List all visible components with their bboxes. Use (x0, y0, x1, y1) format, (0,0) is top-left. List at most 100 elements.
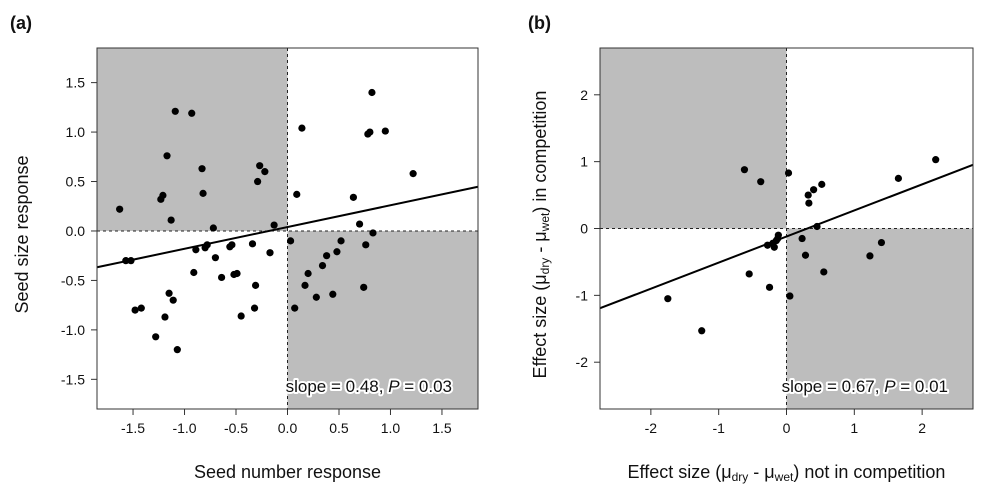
data-point (286, 237, 295, 245)
shaded-quadrant-bottom-right (287, 230, 478, 409)
data-point (409, 170, 417, 178)
data-point (381, 127, 389, 135)
panel-label: (a) (10, 13, 32, 33)
data-point (173, 346, 181, 354)
data-point (774, 231, 782, 239)
data-point (368, 88, 376, 97)
data-point (233, 269, 241, 278)
y-tick-label: 2 (580, 87, 588, 103)
data-point (820, 268, 828, 276)
x-tick-label: 1.5 (432, 420, 452, 436)
data-point (192, 246, 200, 254)
data-point (301, 281, 309, 289)
shaded-quadrant-bottom-right (786, 228, 973, 409)
x-tick-label: -1.0 (172, 420, 196, 436)
data-point (355, 220, 364, 228)
x-tick-label: -1.5 (121, 420, 145, 436)
panel-a: -1.5 -1.0 -0.5 0.0 0.5 1.0 1.5 -1.5 -1.0 -0.5 0.0 0… (10, 13, 479, 482)
data-point (765, 283, 774, 291)
data-point (894, 174, 903, 182)
data-point (250, 304, 259, 312)
data-point (165, 289, 173, 297)
data-point (745, 270, 753, 278)
data-point (161, 313, 169, 321)
regression-line (599, 163, 974, 310)
data-point (266, 249, 274, 257)
x-tick-label: 1 (850, 420, 858, 436)
x-tick-label: 1.0 (381, 420, 401, 436)
data-point (209, 224, 217, 232)
y-tick-label: 0 (580, 221, 588, 237)
data-point (228, 241, 236, 249)
data-point (366, 128, 374, 136)
data-point (254, 177, 262, 186)
y-axis-label: Effect size (μdry - μwet) in competition (530, 91, 552, 379)
x-tick-label: -0.5 (224, 420, 248, 436)
data-point (786, 292, 794, 300)
data-point (291, 304, 299, 312)
data-point (171, 107, 179, 115)
data-point (270, 221, 278, 229)
regression-line (96, 185, 479, 269)
data-point (337, 237, 345, 245)
data-point (131, 306, 139, 314)
data-point (369, 229, 377, 237)
y-tick-label: 1 (580, 154, 588, 170)
y-tick-label: -1 (576, 287, 589, 303)
data-point (349, 193, 358, 201)
data-point (167, 216, 175, 224)
data-point (805, 199, 813, 207)
x-tick-label: 0.5 (329, 420, 349, 436)
data-point (360, 283, 368, 291)
data-point (323, 252, 331, 260)
x-tick-label: -1 (712, 420, 725, 436)
data-point (877, 238, 886, 247)
data-point (137, 304, 145, 312)
data-point (122, 257, 130, 265)
data-point (810, 186, 818, 194)
data-point (298, 124, 306, 132)
y-axis-label: Seed size response (12, 155, 32, 313)
x-tick-label: 2 (918, 420, 926, 436)
slope-annotation: slope = 0.48, P = 0.03 (286, 377, 452, 396)
data-point (740, 166, 749, 174)
data-point (698, 327, 706, 335)
data-point (237, 312, 245, 320)
x-axis-label: Seed number response (194, 462, 381, 482)
data-point (813, 222, 821, 231)
data-point (757, 178, 765, 186)
data-point (211, 254, 220, 262)
x-tick-label: 0 (783, 420, 791, 436)
y-tick-label: 0.5 (66, 174, 86, 190)
y-tick-label: -0.5 (61, 272, 85, 288)
data-point (248, 240, 257, 248)
data-point (932, 156, 940, 164)
data-point (866, 252, 874, 260)
data-point (127, 257, 135, 265)
shaded-quadrant-top-left (97, 48, 288, 231)
data-point (261, 168, 269, 176)
shaded-quadrant-top-left (600, 48, 787, 229)
x-tick-label: 0.0 (278, 420, 298, 436)
data-point (763, 241, 772, 249)
data-point (784, 169, 793, 177)
data-point (293, 190, 301, 198)
data-point (203, 241, 211, 249)
y-tick-label: -1.0 (61, 322, 85, 338)
data-point (801, 251, 810, 259)
data-point (217, 273, 226, 282)
data-point (818, 180, 826, 188)
data-point (804, 191, 812, 199)
panel-b: -2 -1 0 1 2 -2 -1 0 1 2 (b) Effect size (μdry - μwe… (528, 13, 974, 484)
data-point (159, 191, 167, 199)
data-point (329, 290, 337, 298)
slope-annotation: slope = 0.67, P = 0.01 (782, 377, 948, 396)
x-axis-label: Effect size (μdry - μwet) not in competi… (628, 462, 946, 484)
y-tick-label: 1.5 (66, 75, 86, 91)
data-point (256, 162, 264, 170)
data-point (770, 243, 778, 251)
data-point (152, 333, 160, 341)
panel-label: (b) (528, 13, 551, 33)
data-point (664, 295, 672, 303)
